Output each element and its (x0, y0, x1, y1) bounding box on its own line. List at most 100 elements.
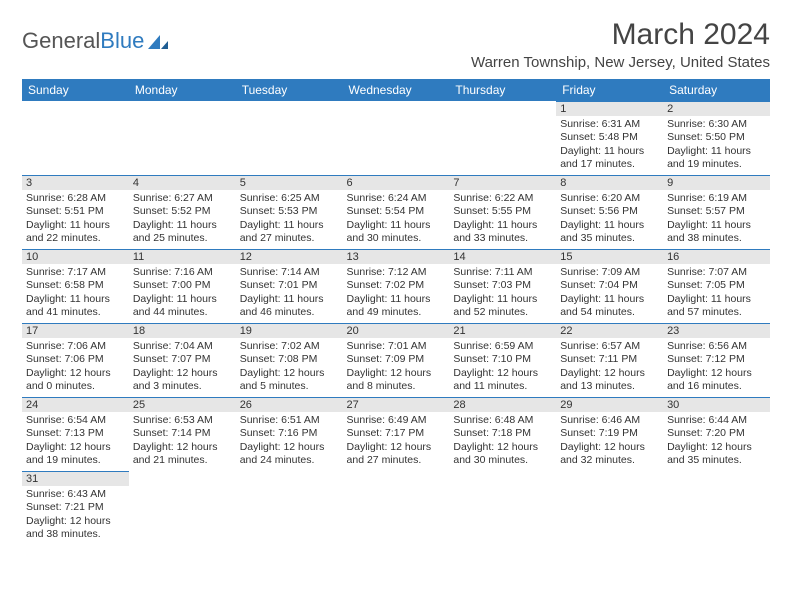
calendar-cell: 31Sunrise: 6:43 AMSunset: 7:21 PMDayligh… (22, 471, 129, 545)
calendar-cell: 17Sunrise: 7:06 AMSunset: 7:06 PMDayligh… (22, 323, 129, 397)
calendar-cell: 1Sunrise: 6:31 AMSunset: 5:48 PMDaylight… (556, 101, 663, 175)
day-content: Sunrise: 7:17 AMSunset: 6:58 PMDaylight:… (22, 264, 129, 322)
calendar-cell: 20Sunrise: 7:01 AMSunset: 7:09 PMDayligh… (343, 323, 450, 397)
daylight-text-2: and 54 minutes. (560, 306, 659, 319)
calendar-cell (22, 101, 129, 175)
daylight-text-2: and 8 minutes. (347, 380, 446, 393)
day-content: Sunrise: 6:57 AMSunset: 7:11 PMDaylight:… (556, 338, 663, 396)
calendar-cell: 25Sunrise: 6:53 AMSunset: 7:14 PMDayligh… (129, 397, 236, 471)
sunrise-text: Sunrise: 6:25 AM (240, 192, 339, 205)
calendar-cell: 16Sunrise: 7:07 AMSunset: 7:05 PMDayligh… (663, 249, 770, 323)
daylight-text-1: Daylight: 12 hours (560, 367, 659, 380)
day-content: Sunrise: 6:51 AMSunset: 7:16 PMDaylight:… (236, 412, 343, 470)
daylight-text-2: and 57 minutes. (667, 306, 766, 319)
sunrise-text: Sunrise: 7:07 AM (667, 266, 766, 279)
sunset-text: Sunset: 7:02 PM (347, 279, 446, 292)
sunset-text: Sunset: 7:14 PM (133, 427, 232, 440)
sunset-text: Sunset: 7:19 PM (560, 427, 659, 440)
day-content: Sunrise: 6:24 AMSunset: 5:54 PMDaylight:… (343, 190, 450, 248)
sunrise-text: Sunrise: 6:54 AM (26, 414, 125, 427)
daylight-text-2: and 27 minutes. (347, 454, 446, 467)
daylight-text-1: Daylight: 12 hours (26, 441, 125, 454)
daylight-text-1: Daylight: 12 hours (453, 367, 552, 380)
daylight-text-1: Daylight: 12 hours (240, 367, 339, 380)
day-content: Sunrise: 7:14 AMSunset: 7:01 PMDaylight:… (236, 264, 343, 322)
calendar-cell: 5Sunrise: 6:25 AMSunset: 5:53 PMDaylight… (236, 175, 343, 249)
day-number: 28 (449, 397, 556, 412)
daylight-text-2: and 25 minutes. (133, 232, 232, 245)
calendar-cell: 14Sunrise: 7:11 AMSunset: 7:03 PMDayligh… (449, 249, 556, 323)
sunrise-text: Sunrise: 6:19 AM (667, 192, 766, 205)
calendar-week: 17 Sunrise: 7:06 AMSunset: 7:06 PM Dayligh… (22, 323, 770, 397)
calendar-cell (449, 471, 556, 545)
sunset-text: Sunset: 7:03 PM (453, 279, 552, 292)
weekday-header: Thursday (449, 79, 556, 101)
sunset-text: Sunset: 7:01 PM (240, 279, 339, 292)
sunset-text: Sunset: 7:13 PM (26, 427, 125, 440)
day-content: Sunrise: 7:01 AMSunset: 7:09 PMDaylight:… (343, 338, 450, 396)
title-block: March 2024 Warren Township, New Jersey, … (471, 18, 770, 71)
calendar-body: 1Sunrise: 6:31 AMSunset: 5:48 PMDaylight… (22, 101, 770, 545)
daylight-text-2: and 35 minutes. (560, 232, 659, 245)
day-number: 20 (343, 323, 450, 338)
calendar-cell: 30Sunrise: 6:44 AMSunset: 7:20 PMDayligh… (663, 397, 770, 471)
calendar-cell (343, 101, 450, 175)
calendar-cell: 6Sunrise: 6:24 AMSunset: 5:54 PMDaylight… (343, 175, 450, 249)
daylight-text-2: and 52 minutes. (453, 306, 552, 319)
daylight-text-2: and 0 minutes. (26, 380, 125, 393)
calendar-cell (129, 101, 236, 175)
calendar-cell (663, 471, 770, 545)
day-number: 3 (22, 175, 129, 190)
day-number: 16 (663, 249, 770, 264)
day-number: 21 (449, 323, 556, 338)
day-number: 31 (22, 471, 129, 486)
daylight-text-1: Daylight: 12 hours (133, 441, 232, 454)
day-content: Sunrise: 7:07 AMSunset: 7:05 PMDaylight:… (663, 264, 770, 322)
daylight-text-1: Daylight: 11 hours (560, 145, 659, 158)
calendar-cell: 2Sunrise: 6:30 AMSunset: 5:50 PMDaylight… (663, 101, 770, 175)
daylight-text-1: Daylight: 12 hours (453, 441, 552, 454)
sunrise-text: Sunrise: 7:09 AM (560, 266, 659, 279)
daylight-text-2: and 27 minutes. (240, 232, 339, 245)
daylight-text-1: Daylight: 11 hours (26, 293, 125, 306)
sunset-text: Sunset: 7:08 PM (240, 353, 339, 366)
sunset-text: Sunset: 5:57 PM (667, 205, 766, 218)
calendar-cell: 21Sunrise: 6:59 AMSunset: 7:10 PMDayligh… (449, 323, 556, 397)
calendar-cell: 26Sunrise: 6:51 AMSunset: 7:16 PMDayligh… (236, 397, 343, 471)
daylight-text-1: Daylight: 11 hours (667, 219, 766, 232)
day-content: Sunrise: 6:48 AMSunset: 7:18 PMDaylight:… (449, 412, 556, 470)
daylight-text-2: and 3 minutes. (133, 380, 232, 393)
day-number: 17 (22, 323, 129, 338)
day-content: Sunrise: 6:53 AMSunset: 7:14 PMDaylight:… (129, 412, 236, 470)
daylight-text-1: Daylight: 12 hours (560, 441, 659, 454)
daylight-text-1: Daylight: 11 hours (560, 219, 659, 232)
calendar-cell: 3Sunrise: 6:28 AMSunset: 5:51 PMDaylight… (22, 175, 129, 249)
day-number: 4 (129, 175, 236, 190)
weekday-header: Saturday (663, 79, 770, 101)
day-content: Sunrise: 6:49 AMSunset: 7:17 PMDaylight:… (343, 412, 450, 470)
calendar-cell: 22Sunrise: 6:57 AMSunset: 7:11 PMDayligh… (556, 323, 663, 397)
sunset-text: Sunset: 7:06 PM (26, 353, 125, 366)
brand-part2: Blue (100, 28, 144, 54)
day-number: 29 (556, 397, 663, 412)
month-title: March 2024 (471, 18, 770, 52)
calendar-cell: 15Sunrise: 7:09 AMSunset: 7:04 PMDayligh… (556, 249, 663, 323)
daylight-text-2: and 13 minutes. (560, 380, 659, 393)
calendar-cell: 8Sunrise: 6:20 AMSunset: 5:56 PMDaylight… (556, 175, 663, 249)
calendar-cell (236, 471, 343, 545)
daylight-text-2: and 35 minutes. (667, 454, 766, 467)
day-number: 13 (343, 249, 450, 264)
sunrise-text: Sunrise: 6:49 AM (347, 414, 446, 427)
calendar-cell: 29 Sunrise: 6:46 AMSunset: 7:19 PMDayligh… (556, 397, 663, 471)
day-number: 24 (22, 397, 129, 412)
sunset-text: Sunset: 6:58 PM (26, 279, 125, 292)
calendar-cell (449, 101, 556, 175)
sunrise-text: Sunrise: 7:06 AM (26, 340, 125, 353)
daylight-text-1: Daylight: 12 hours (347, 441, 446, 454)
sunrise-text: Sunrise: 6:30 AM (667, 118, 766, 131)
sunrise-text: Sunrise: 6:46 AM (560, 414, 659, 427)
daylight-text-1: Daylight: 12 hours (347, 367, 446, 380)
calendar-head: SundayMondayTuesdayWednesdayThursdayFrid… (22, 79, 770, 101)
calendar-week: 3Sunrise: 6:28 AMSunset: 5:51 PMDaylight… (22, 175, 770, 249)
sunrise-text: Sunrise: 7:17 AM (26, 266, 125, 279)
